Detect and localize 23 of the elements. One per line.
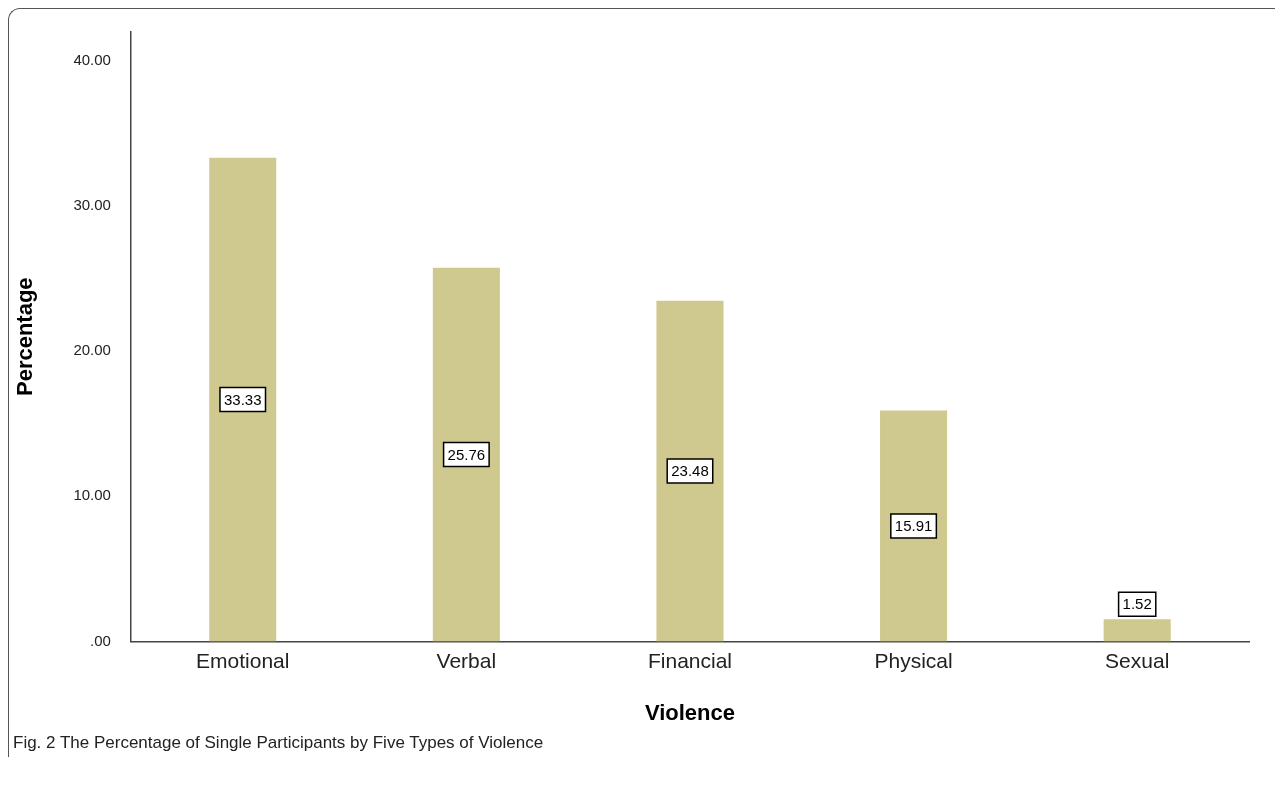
data-label: 23.48 bbox=[671, 462, 709, 480]
bar bbox=[209, 157, 277, 642]
x-tick-label: Financial bbox=[647, 648, 732, 672]
bar bbox=[656, 300, 724, 642]
y-tick-label: 40.00 bbox=[73, 51, 111, 69]
bar bbox=[432, 267, 500, 642]
data-label: 25.76 bbox=[447, 445, 486, 463]
data-label: 33.33 bbox=[223, 390, 262, 408]
x-tick-label: Verbal bbox=[436, 648, 497, 672]
x-tick-label: Sexual bbox=[1105, 648, 1170, 672]
x-axis-title: Violence bbox=[644, 699, 736, 725]
data-label: 1.52 bbox=[1122, 595, 1152, 613]
y-tick-label: 10.00 bbox=[73, 486, 111, 504]
y-tick-label: .00 bbox=[90, 631, 111, 649]
data-label: 15.91 bbox=[894, 517, 933, 535]
bar bbox=[1103, 619, 1171, 642]
y-axis-title: Percentage bbox=[12, 277, 38, 397]
x-tick-label: Physical bbox=[874, 648, 953, 672]
x-tick-label: Emotional bbox=[196, 648, 290, 672]
caption: Fig. 2 The Percentage of Single Participants by Five Types of Violence bbox=[12, 732, 545, 754]
bar bbox=[880, 410, 948, 642]
y-tick-label: 20.00 bbox=[73, 341, 111, 359]
y-tick-label: 30.00 bbox=[73, 196, 111, 214]
